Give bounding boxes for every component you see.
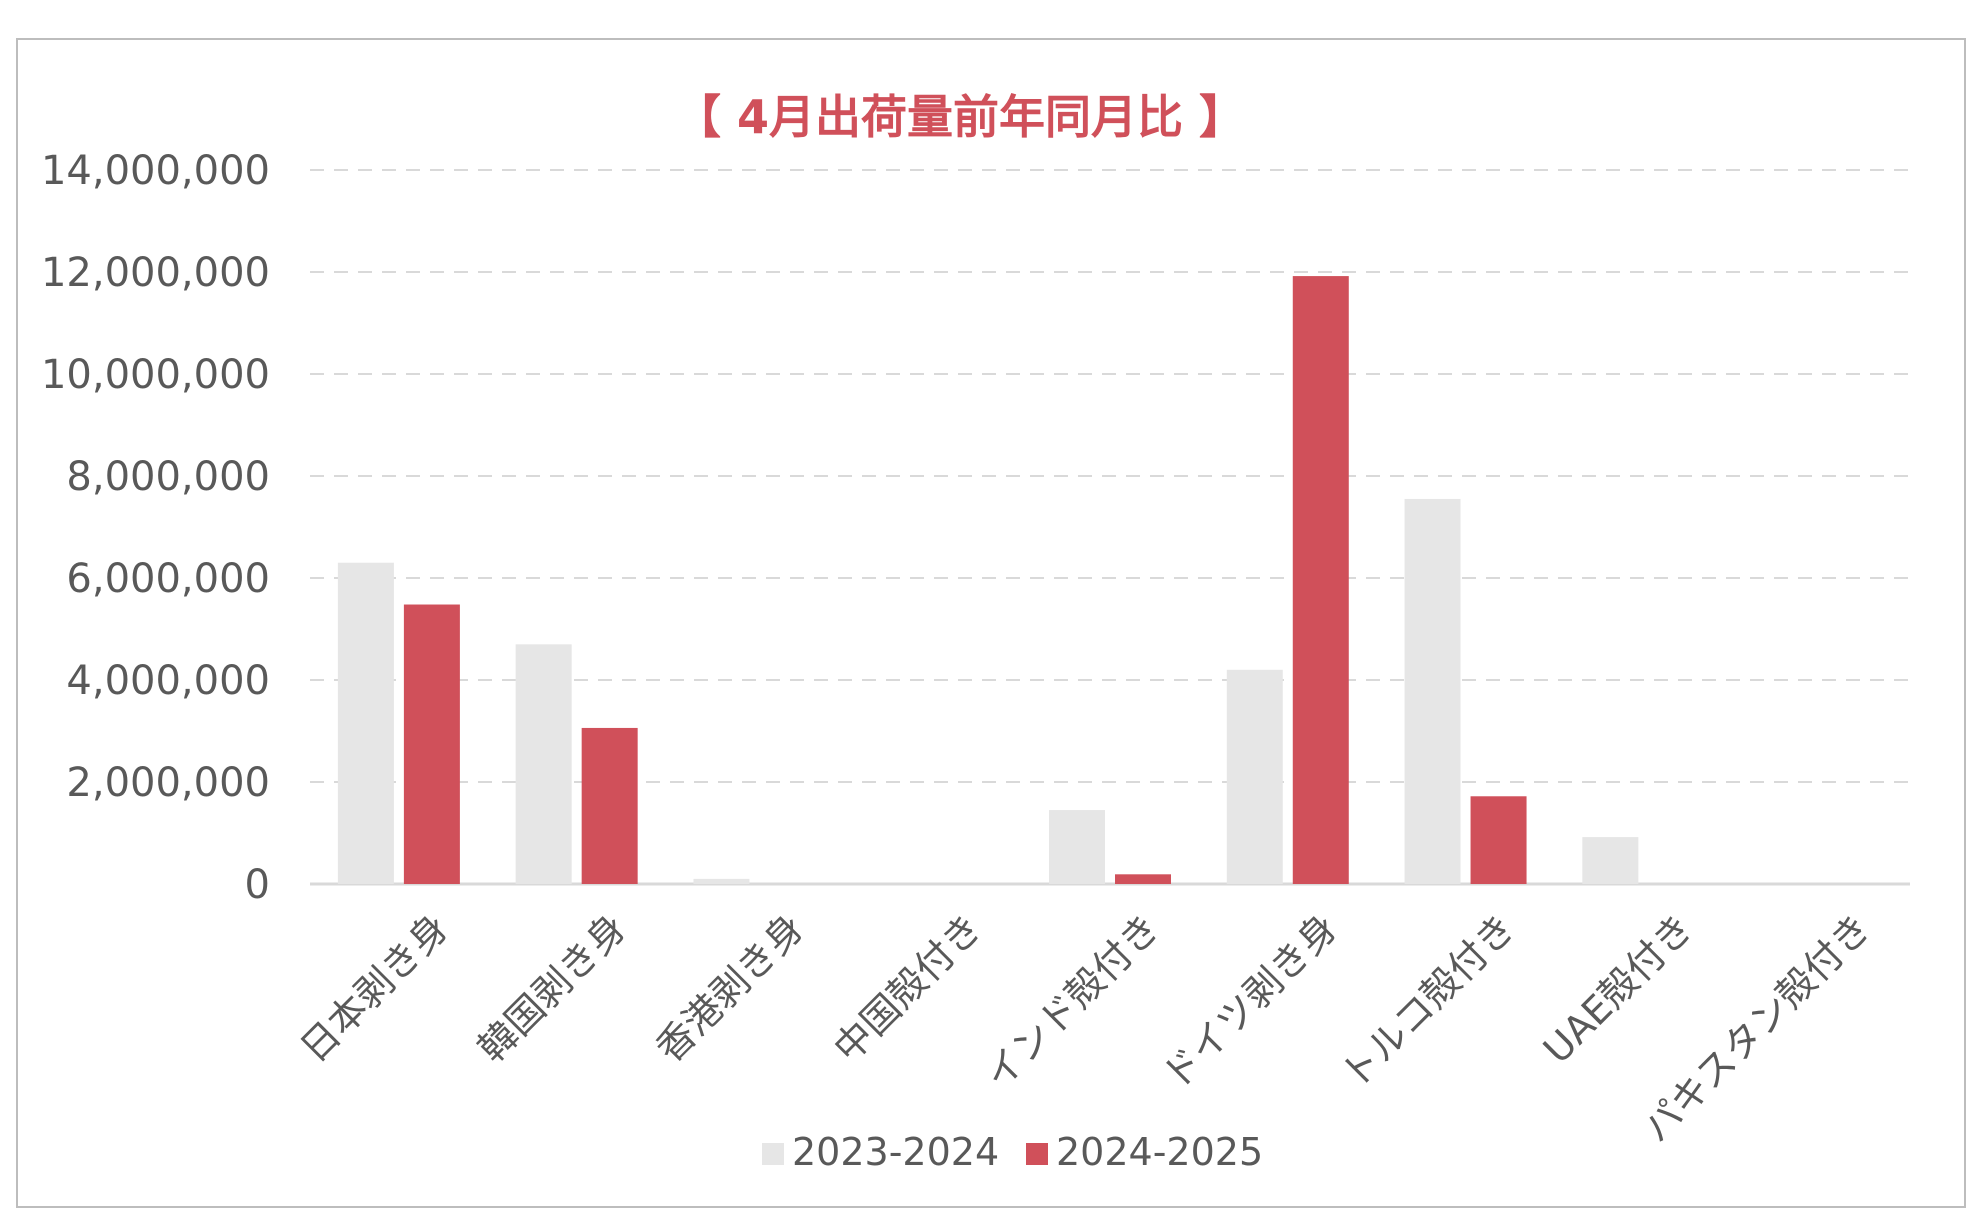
bar-2024-2025-5 [1292, 276, 1349, 885]
legend-swatch-2023-2024 [762, 1143, 784, 1165]
bar-2023-2024-4 [1049, 810, 1105, 884]
y-axis-ticks: 0 2,000,000 4,000,000 6,000,000 8,000,000 10,… [41, 148, 270, 908]
bars [337, 276, 1639, 885]
chart-title: 【 4月出荷量前年同月比 】 [675, 90, 1245, 144]
x-tick-label: 韓国剥き身 [470, 905, 635, 1070]
bar-2024-2025-6 [1470, 796, 1527, 884]
bar-2023-2024-5 [1226, 669, 1283, 884]
y-tick-label: 14,000,000 [41, 148, 270, 194]
x-tick-label: 香港剥き身 [647, 905, 812, 1070]
x-tick-label: 中国殻付き [825, 905, 990, 1070]
x-tick-label: トルコ殻付き [1332, 905, 1524, 1097]
bar-2023-2024-2 [693, 878, 750, 884]
bar-2023-2024-1 [515, 644, 572, 884]
bar-2023-2024-7 [1582, 837, 1639, 884]
legend: 2023-2024 2024-2025 [762, 1130, 1263, 1174]
y-tick-label: 4,000,000 [66, 658, 270, 704]
x-tick-label: インド殻付き [976, 905, 1168, 1097]
bar-2024-2025-1 [581, 727, 638, 884]
y-tick-label: 8,000,000 [66, 454, 270, 500]
legend-swatch-2024-2025 [1026, 1143, 1048, 1165]
y-tick-label: 2,000,000 [66, 760, 270, 806]
x-tick-label: 日本剥き身 [292, 905, 457, 1070]
legend-label-2023-2024: 2023-2024 [792, 1130, 999, 1174]
y-tick-label: 6,000,000 [66, 556, 270, 602]
bar-2023-2024-6 [1404, 498, 1461, 884]
y-tick-label: 10,000,000 [41, 352, 270, 398]
legend-label-2024-2025: 2024-2025 [1056, 1130, 1263, 1174]
bar-2023-2024-0 [337, 562, 394, 884]
x-tick-label: UAE殻付き [1535, 905, 1702, 1072]
x-tick-label: ドイツ剥き身 [1154, 905, 1346, 1097]
bar-2024-2025-0 [403, 604, 460, 884]
bar-2024-2025-4 [1115, 874, 1171, 884]
y-tick-label: 0 [245, 862, 270, 908]
y-tick-label: 12,000,000 [41, 250, 270, 296]
gridlines [310, 169, 1910, 886]
